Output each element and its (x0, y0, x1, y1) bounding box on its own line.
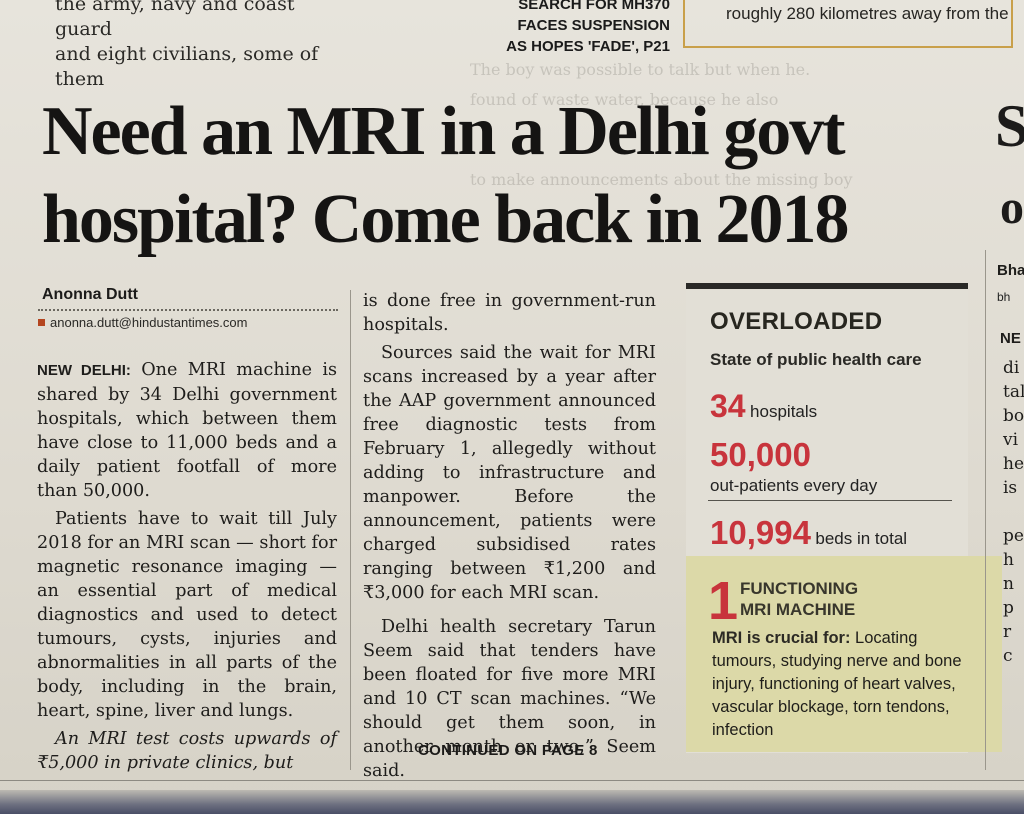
mri-lead: MRI is crucial for: (712, 629, 851, 647)
snippet-line: the army, navy and coast guard (55, 0, 295, 40)
mri-description: MRI is crucial for: Locating tumours, st… (712, 627, 972, 742)
infobox-subtitle: State of public health care (710, 350, 922, 369)
article-paragraph: Sources said the wait for MRI scans incr… (363, 343, 656, 603)
email-text: anonna.dutt@hindustantimes.com (50, 315, 248, 330)
teaser-line: FACES SUSPENSION (517, 17, 670, 34)
adjacent-story-box (683, 0, 1013, 48)
adjacent-text-fragment: p (1003, 598, 1014, 618)
mri-heading: FUNCTIONING MRI MACHINE (740, 578, 858, 620)
stat-hospitals: 34 hospitals (710, 388, 817, 425)
teaser-line: AS HOPES 'FADE', P21 (506, 38, 670, 55)
stat-value: 10,994 (710, 514, 811, 551)
adjacent-byline: Bha (997, 262, 1024, 279)
mri-text: Locating tumours, studying nerve and bon… (712, 629, 962, 739)
adjacent-headline-fragment: S (995, 93, 1024, 159)
article-column-2: is done free in government-run hospitals… (363, 289, 656, 783)
stat-outpatients-value: 50,000 (710, 436, 811, 473)
adjacent-text-fragment: pe (1003, 526, 1024, 546)
adjacent-text-fragment: c (1003, 646, 1013, 666)
article-paragraph: NEW DELHI: One MRI machine is shared by … (37, 358, 337, 503)
article-column-1: NEW DELHI: One MRI machine is shared by … (37, 358, 337, 775)
teaser-box: SEARCH FOR MH370 FACES SUSPENSION AS HOP… (460, 0, 670, 57)
article-paragraph: Patients have to wait till July 2018 for… (37, 509, 337, 721)
stat-value: 34 (710, 388, 746, 424)
column-divider (985, 250, 986, 770)
mri-heading-line: FUNCTIONING (740, 579, 859, 598)
adjacent-dateline: NE (1000, 330, 1021, 347)
byline-author: Anonna Dutt (42, 286, 138, 303)
headline-line-1: Need an MRI in a Delhi govt (42, 93, 846, 170)
infobox-divider (708, 500, 952, 501)
adjacent-text-fragment: is (1003, 478, 1018, 498)
mri-heading-line: MRI MACHINE (740, 600, 856, 619)
article-paragraph: An MRI test costs upwards of ₹5,000 in p… (37, 729, 337, 773)
byline-divider (38, 309, 338, 311)
byline-email: anonna.dutt@hindustantimes.com (38, 315, 247, 330)
stat-outpatients-label: out-patients every day (710, 476, 878, 495)
adjacent-text-fragment: bo (1003, 406, 1024, 426)
adjacent-story-text: roughly 280 kilometres away from the (726, 4, 1009, 23)
show-through-text: to make announcements about the missing … (470, 170, 853, 189)
table-surface (0, 790, 1024, 814)
page-bottom-rule (0, 780, 1024, 781)
adjacent-text-fragment: r (1003, 622, 1012, 642)
mri-panel (686, 556, 1002, 752)
adjacent-text-fragment: n (1003, 574, 1014, 594)
article-paragraph: is done free in government-run hospitals… (363, 291, 656, 335)
adjacent-text-fragment: vi (1003, 430, 1019, 450)
snippet-line: and eight civilians, some of them (55, 43, 319, 90)
adjacent-text-fragment: he (1003, 454, 1024, 474)
adjacent-text-fragment: di (1003, 358, 1020, 378)
adjacent-text-fragment: h (1003, 550, 1014, 570)
mri-count: 1 (708, 571, 739, 631)
show-through-text: found of waste water, because he also (470, 90, 779, 109)
column-divider (350, 290, 351, 770)
dateline: NEW DELHI: (37, 362, 131, 379)
headline-line-2: hospital? Come back in 2018 (42, 181, 850, 258)
bullet-icon (38, 319, 45, 326)
adjacent-text-fragment: tal (1003, 382, 1024, 402)
show-through-text: The boy was possible to talk but when he… (470, 60, 811, 79)
adjacent-email: bh (997, 290, 1011, 304)
adjacent-headline-fragment: o (1000, 181, 1024, 234)
stat-label: beds in total (815, 529, 908, 548)
stat-label: hospitals (750, 402, 818, 421)
paragraph-text: One MRI machine is shared by 34 Delhi go… (37, 360, 338, 501)
infobox-top-rule (686, 283, 968, 289)
teaser-line: SEARCH FOR MH370 (518, 0, 670, 13)
infobox-title: OVERLOADED (710, 308, 883, 335)
stat-beds: 10,994 beds in total (710, 514, 907, 552)
previous-story-snippet: the army, navy and coast guard and eight… (55, 0, 355, 92)
article-paragraph: Delhi health secretary Tarun Seem said t… (363, 617, 656, 781)
headline: Need an MRI in a Delhi govt hospital? Co… (42, 88, 982, 264)
continued-jump: CONTINUED ON PAGE 8 (418, 742, 598, 759)
